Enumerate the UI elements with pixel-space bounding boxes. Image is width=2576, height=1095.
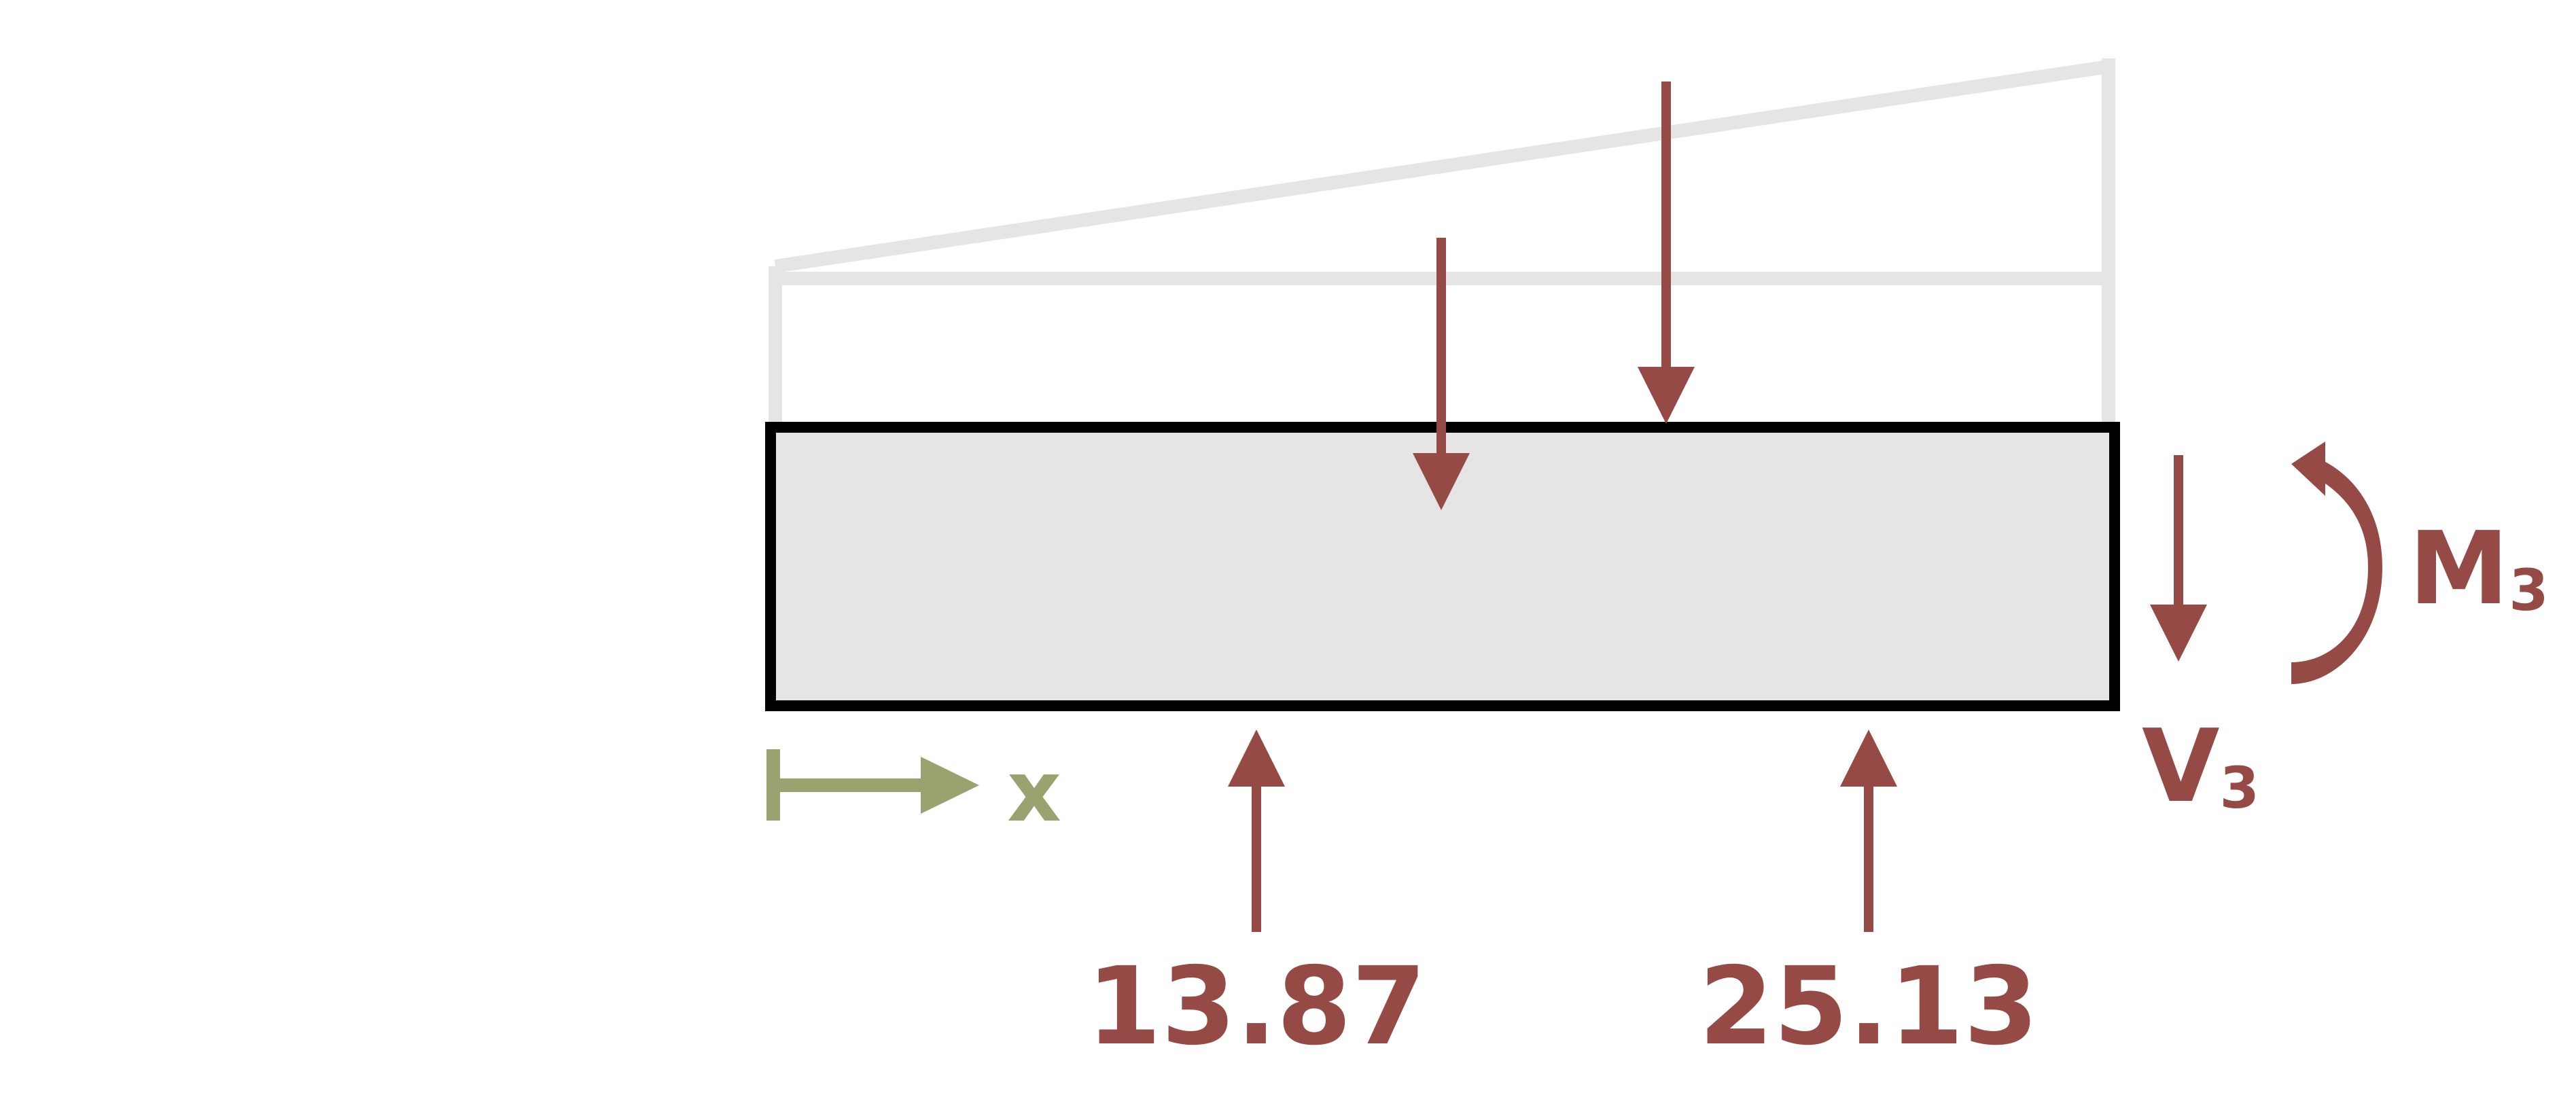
moment-symbol: M <box>2409 510 2509 627</box>
reaction-right-value: 25.13 <box>1699 944 2039 1069</box>
reaction-left-value: 13.87 <box>1087 944 1426 1069</box>
load-top-line <box>774 60 2110 273</box>
x-axis-label: x <box>1007 743 1061 841</box>
moment-icon <box>2291 442 2382 684</box>
moment-label: M3 <box>2409 510 2549 627</box>
shear-arrow <box>2150 455 2207 662</box>
shear-label: V3 <box>2142 708 2259 825</box>
load-arrow-short <box>1413 238 1470 510</box>
load-arrow-long <box>1638 82 1695 424</box>
shear-subscript: 3 <box>2220 755 2259 821</box>
moment-subscript: 3 <box>2509 557 2548 624</box>
x-axis-arrow-icon <box>766 749 979 821</box>
shear-symbol: V <box>2142 708 2220 825</box>
reaction-arrow-right <box>1840 730 1897 932</box>
reaction-arrow-left <box>1228 730 1285 932</box>
